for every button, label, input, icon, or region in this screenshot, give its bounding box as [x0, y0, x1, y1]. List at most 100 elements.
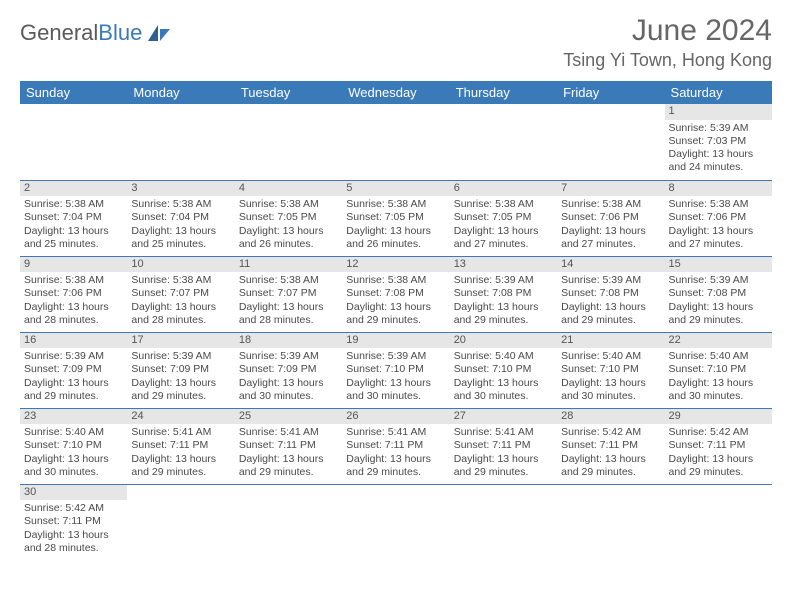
calendar-cell-empty [665, 484, 772, 560]
calendar-row: 9Sunrise: 5:38 AMSunset: 7:06 PMDaylight… [20, 256, 772, 332]
calendar-row: 23Sunrise: 5:40 AMSunset: 7:10 PMDayligh… [20, 408, 772, 484]
day-details: Sunrise: 5:42 AMSunset: 7:11 PMDaylight:… [20, 502, 127, 557]
day-details: Sunrise: 5:39 AMSunset: 7:09 PMDaylight:… [20, 350, 127, 405]
day-details: Sunrise: 5:38 AMSunset: 7:04 PMDaylight:… [127, 198, 234, 253]
weekday-header: Monday [127, 81, 234, 104]
location: Tsing Yi Town, Hong Kong [563, 50, 772, 71]
sunset-line: Sunset: 7:05 PM [454, 211, 553, 224]
calendar-cell: 9Sunrise: 5:38 AMSunset: 7:06 PMDaylight… [20, 256, 127, 332]
calendar-cell: 19Sunrise: 5:39 AMSunset: 7:10 PMDayligh… [342, 332, 449, 408]
daylight-line: Daylight: 13 hours and 29 minutes. [239, 453, 338, 479]
sunset-line: Sunset: 7:03 PM [669, 135, 768, 148]
sunrise-line: Sunrise: 5:40 AM [24, 426, 123, 439]
day-number: 6 [450, 181, 557, 197]
sunrise-line: Sunrise: 5:38 AM [239, 274, 338, 287]
day-number: 3 [127, 181, 234, 197]
sunset-line: Sunset: 7:11 PM [454, 439, 553, 452]
weekday-header: Friday [557, 81, 664, 104]
day-details: Sunrise: 5:38 AMSunset: 7:05 PMDaylight:… [342, 198, 449, 253]
day-number: 7 [557, 181, 664, 197]
calendar-cell-empty [557, 484, 664, 560]
calendar-cell-empty [450, 104, 557, 180]
calendar-cell-empty [235, 104, 342, 180]
calendar-cell: 26Sunrise: 5:41 AMSunset: 7:11 PMDayligh… [342, 408, 449, 484]
daylight-line: Daylight: 13 hours and 29 minutes. [454, 453, 553, 479]
calendar-cell: 29Sunrise: 5:42 AMSunset: 7:11 PMDayligh… [665, 408, 772, 484]
sunrise-line: Sunrise: 5:40 AM [454, 350, 553, 363]
day-details: Sunrise: 5:40 AMSunset: 7:10 PMDaylight:… [20, 426, 127, 481]
day-number: 27 [450, 409, 557, 425]
day-number: 13 [450, 257, 557, 273]
day-details: Sunrise: 5:39 AMSunset: 7:03 PMDaylight:… [665, 122, 772, 177]
calendar-cell: 12Sunrise: 5:38 AMSunset: 7:08 PMDayligh… [342, 256, 449, 332]
day-number: 24 [127, 409, 234, 425]
sunrise-line: Sunrise: 5:38 AM [239, 198, 338, 211]
sunset-line: Sunset: 7:06 PM [24, 287, 123, 300]
day-number: 8 [665, 181, 772, 197]
day-number: 30 [20, 485, 127, 501]
sunset-line: Sunset: 7:11 PM [24, 515, 123, 528]
day-details: Sunrise: 5:39 AMSunset: 7:10 PMDaylight:… [342, 350, 449, 405]
sunset-line: Sunset: 7:10 PM [24, 439, 123, 452]
daylight-line: Daylight: 13 hours and 29 minutes. [131, 453, 230, 479]
sunrise-line: Sunrise: 5:38 AM [24, 274, 123, 287]
sunrise-line: Sunrise: 5:39 AM [561, 274, 660, 287]
daylight-line: Daylight: 13 hours and 26 minutes. [346, 225, 445, 251]
day-details: Sunrise: 5:38 AMSunset: 7:04 PMDaylight:… [20, 198, 127, 253]
sunrise-line: Sunrise: 5:42 AM [669, 426, 768, 439]
sunset-line: Sunset: 7:04 PM [24, 211, 123, 224]
day-number: 20 [450, 333, 557, 349]
header: GeneralBlue June 2024 Tsing Yi Town, Hon… [20, 14, 772, 71]
calendar-cell: 4Sunrise: 5:38 AMSunset: 7:05 PMDaylight… [235, 180, 342, 256]
daylight-line: Daylight: 13 hours and 27 minutes. [561, 225, 660, 251]
calendar-cell: 30Sunrise: 5:42 AMSunset: 7:11 PMDayligh… [20, 484, 127, 560]
sunrise-line: Sunrise: 5:38 AM [131, 274, 230, 287]
calendar-row: 2Sunrise: 5:38 AMSunset: 7:04 PMDaylight… [20, 180, 772, 256]
daylight-line: Daylight: 13 hours and 28 minutes. [24, 529, 123, 555]
sunrise-line: Sunrise: 5:38 AM [454, 198, 553, 211]
sunset-line: Sunset: 7:10 PM [561, 363, 660, 376]
day-details: Sunrise: 5:39 AMSunset: 7:08 PMDaylight:… [665, 274, 772, 329]
day-details: Sunrise: 5:38 AMSunset: 7:05 PMDaylight:… [450, 198, 557, 253]
logo-text-1: General [20, 20, 98, 46]
sunset-line: Sunset: 7:05 PM [239, 211, 338, 224]
day-number: 23 [20, 409, 127, 425]
weekday-header: Saturday [665, 81, 772, 104]
daylight-line: Daylight: 13 hours and 29 minutes. [454, 301, 553, 327]
sunset-line: Sunset: 7:10 PM [346, 363, 445, 376]
calendar-cell: 5Sunrise: 5:38 AMSunset: 7:05 PMDaylight… [342, 180, 449, 256]
sunrise-line: Sunrise: 5:41 AM [454, 426, 553, 439]
day-number: 15 [665, 257, 772, 273]
day-number: 22 [665, 333, 772, 349]
calendar-cell-empty [557, 104, 664, 180]
daylight-line: Daylight: 13 hours and 28 minutes. [131, 301, 230, 327]
daylight-line: Daylight: 13 hours and 25 minutes. [131, 225, 230, 251]
daylight-line: Daylight: 13 hours and 29 minutes. [561, 453, 660, 479]
day-details: Sunrise: 5:38 AMSunset: 7:05 PMDaylight:… [235, 198, 342, 253]
daylight-line: Daylight: 13 hours and 29 minutes. [24, 377, 123, 403]
sunrise-line: Sunrise: 5:42 AM [24, 502, 123, 515]
weekday-header: Sunday [20, 81, 127, 104]
day-number: 11 [235, 257, 342, 273]
day-details: Sunrise: 5:42 AMSunset: 7:11 PMDaylight:… [665, 426, 772, 481]
calendar-row: 1Sunrise: 5:39 AMSunset: 7:03 PMDaylight… [20, 104, 772, 180]
day-details: Sunrise: 5:40 AMSunset: 7:10 PMDaylight:… [665, 350, 772, 405]
calendar-cell-empty [127, 104, 234, 180]
day-number: 18 [235, 333, 342, 349]
day-number: 4 [235, 181, 342, 197]
weekday-header-row: SundayMondayTuesdayWednesdayThursdayFrid… [20, 81, 772, 104]
daylight-line: Daylight: 13 hours and 29 minutes. [669, 301, 768, 327]
sunset-line: Sunset: 7:09 PM [24, 363, 123, 376]
daylight-line: Daylight: 13 hours and 29 minutes. [346, 301, 445, 327]
day-number: 28 [557, 409, 664, 425]
calendar-cell: 10Sunrise: 5:38 AMSunset: 7:07 PMDayligh… [127, 256, 234, 332]
daylight-line: Daylight: 13 hours and 30 minutes. [239, 377, 338, 403]
daylight-line: Daylight: 13 hours and 30 minutes. [561, 377, 660, 403]
day-details: Sunrise: 5:38 AMSunset: 7:06 PMDaylight:… [20, 274, 127, 329]
sunrise-line: Sunrise: 5:40 AM [561, 350, 660, 363]
sunrise-line: Sunrise: 5:39 AM [669, 122, 768, 135]
sunset-line: Sunset: 7:08 PM [346, 287, 445, 300]
sunset-line: Sunset: 7:11 PM [561, 439, 660, 452]
day-number: 2 [20, 181, 127, 197]
daylight-line: Daylight: 13 hours and 29 minutes. [561, 301, 660, 327]
